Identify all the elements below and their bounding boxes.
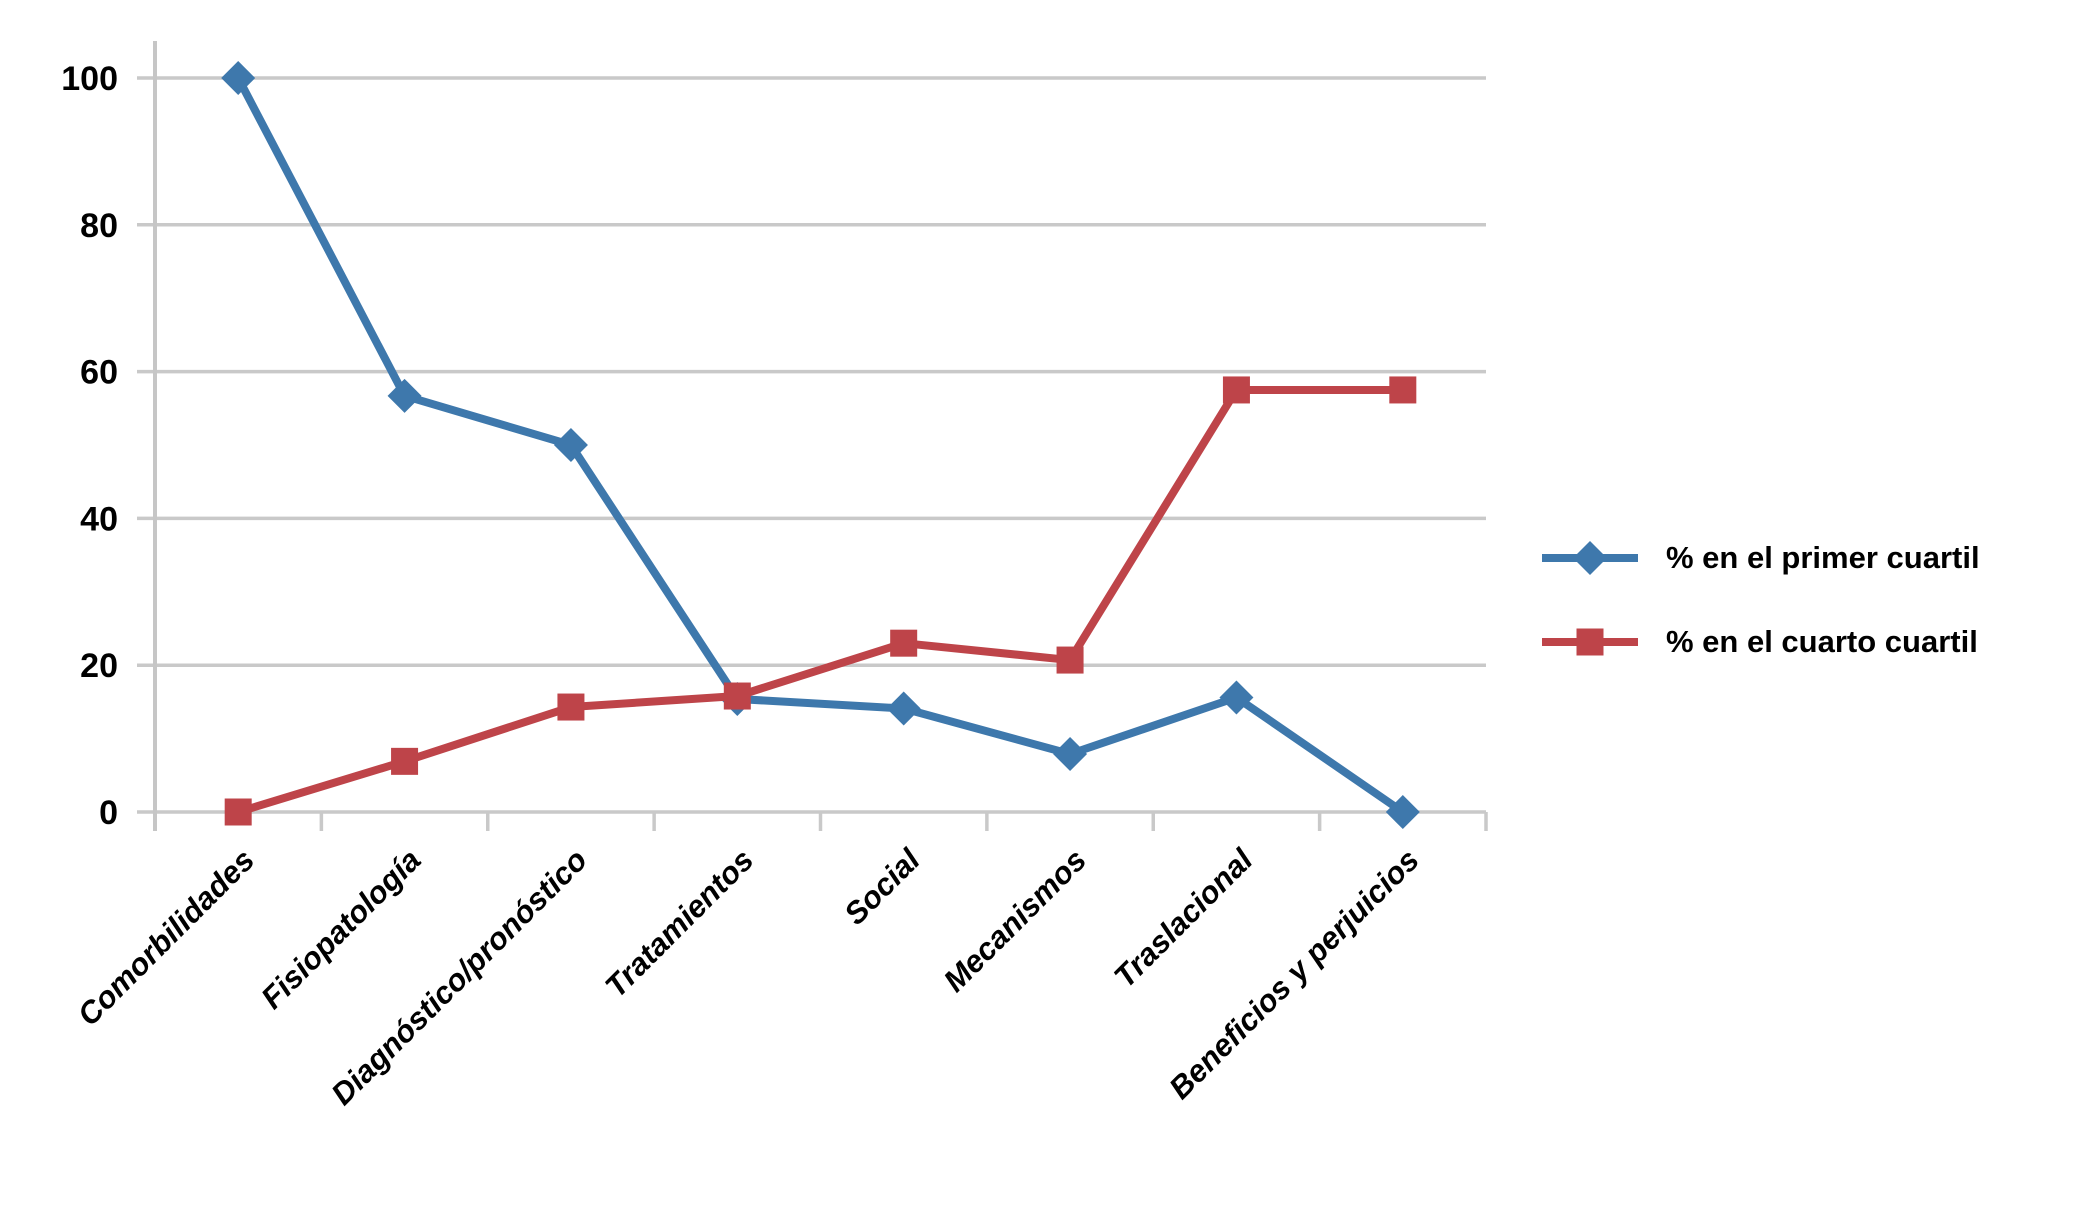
svg-text:40: 40: [80, 500, 118, 538]
y-tick-labels: 0 20 40 60 80 100: [61, 60, 118, 832]
legend-square-icon: [1540, 620, 1640, 664]
y-gridlines: [137, 76, 1486, 814]
legend-label-cuarto-cuartil: % en el cuarto cuartil: [1666, 624, 1978, 659]
svg-text:Social: Social: [837, 841, 927, 931]
legend: % en el primer cuartil % en el cuarto cu…: [1540, 528, 1980, 672]
x-axis-ticks: [153, 812, 1488, 831]
legend-diamond-icon: [1540, 536, 1640, 580]
svg-text:Tratamientos: Tratamientos: [598, 842, 760, 1004]
svg-text:0: 0: [99, 794, 118, 832]
series-cuarto-cuartil: [224, 376, 1417, 826]
svg-text:Traslacional: Traslacional: [1107, 841, 1260, 994]
svg-text:Fisiopatología: Fisiopatología: [254, 842, 427, 1015]
svg-text:100: 100: [61, 60, 118, 98]
series-primer-cuartil: [221, 61, 1420, 829]
svg-text:Mecanismos: Mecanismos: [937, 842, 1093, 998]
x-category-labels: ComorbilidadesFisiopatologíaDiagnóstico/…: [71, 841, 1426, 1112]
legend-item-primer-cuartil: % en el primer cuartil: [1540, 528, 1980, 588]
legend-item-cuarto-cuartil: % en el cuarto cuartil: [1540, 612, 1980, 672]
svg-text:60: 60: [80, 354, 118, 392]
svg-text:80: 80: [80, 207, 118, 245]
svg-text:Comorbilidades: Comorbilidades: [71, 842, 261, 1032]
svg-text:20: 20: [80, 647, 118, 685]
legend-label-primer-cuartil: % en el primer cuartil: [1666, 540, 1980, 575]
